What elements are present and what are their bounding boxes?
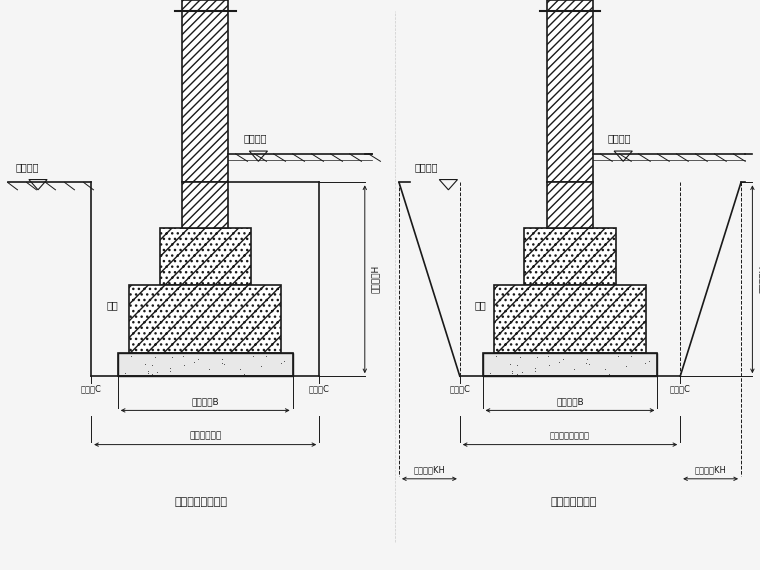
Bar: [182, 182, 228, 228]
Point: [192, 355, 204, 364]
Point: [531, 352, 543, 361]
Point: [514, 353, 526, 362]
Bar: [160, 228, 251, 285]
Point: [177, 351, 189, 360]
Text: 不放坡的基槽断面: 不放坡的基槽断面: [175, 496, 228, 507]
Point: [506, 367, 518, 376]
Point: [599, 364, 611, 373]
Point: [625, 351, 638, 360]
Point: [642, 357, 654, 366]
Point: [178, 360, 190, 369]
Point: [612, 352, 624, 361]
Point: [218, 360, 230, 369]
Bar: [494, 285, 646, 353]
Text: 工作面C: 工作面C: [449, 385, 470, 394]
Point: [603, 369, 615, 378]
Point: [277, 357, 290, 366]
Point: [188, 357, 200, 366]
Point: [141, 367, 154, 376]
Point: [529, 367, 541, 376]
Text: 基槽基底开挖宽度: 基槽基底开挖宽度: [550, 431, 590, 440]
Bar: [182, 0, 228, 182]
Bar: [118, 353, 293, 376]
Text: 开挖深度H: 开挖深度H: [371, 265, 380, 294]
Text: 工作面C: 工作面C: [670, 385, 691, 394]
Text: 室外地坪: 室外地坪: [414, 162, 438, 172]
Point: [581, 355, 593, 364]
Point: [216, 355, 228, 364]
Bar: [118, 353, 293, 376]
Point: [484, 368, 496, 377]
Bar: [483, 353, 657, 376]
Point: [516, 368, 528, 377]
Point: [151, 368, 163, 377]
Text: 室外地坪: 室外地坪: [15, 162, 39, 172]
Point: [639, 359, 651, 368]
Point: [139, 359, 151, 368]
Text: 工作面C: 工作面C: [309, 385, 330, 394]
Bar: [547, 0, 593, 182]
Point: [543, 360, 555, 369]
Text: 工作面C: 工作面C: [81, 385, 102, 394]
Bar: [483, 353, 657, 376]
Point: [506, 369, 518, 378]
Point: [504, 359, 516, 368]
Text: 放坡宽度KH: 放坡宽度KH: [695, 465, 727, 474]
Point: [216, 358, 228, 367]
Point: [511, 369, 523, 378]
Point: [146, 369, 158, 378]
Point: [203, 365, 215, 374]
Point: [119, 368, 131, 377]
Text: 室内地坪: 室内地坪: [608, 133, 632, 144]
Point: [542, 351, 554, 360]
Point: [141, 369, 154, 378]
Point: [529, 364, 541, 373]
Point: [568, 365, 580, 374]
Point: [166, 352, 179, 361]
Point: [553, 357, 565, 366]
Point: [581, 358, 593, 367]
Point: [238, 369, 250, 378]
Bar: [547, 182, 593, 228]
Point: [255, 361, 267, 370]
Point: [511, 360, 523, 369]
Point: [556, 355, 568, 364]
Point: [261, 351, 273, 360]
Text: 基槽开挖宽度: 基槽开挖宽度: [189, 431, 221, 440]
Point: [164, 367, 176, 376]
Point: [583, 360, 595, 369]
Point: [619, 361, 632, 370]
Point: [164, 364, 176, 373]
Bar: [524, 228, 616, 285]
Text: 开挖深度H: 开挖深度H: [758, 265, 760, 294]
Point: [274, 359, 287, 368]
Point: [149, 353, 161, 362]
Text: 放坡宽度KH: 放坡宽度KH: [413, 465, 445, 474]
Bar: [129, 285, 281, 353]
Text: 放坡的基槽断面: 放坡的基槽断面: [550, 496, 597, 507]
Text: 基础: 基础: [475, 300, 486, 311]
Text: 基础宽度B: 基础宽度B: [192, 397, 219, 406]
Text: 室内地坪: 室内地坪: [243, 133, 267, 144]
Text: 基础宽度B: 基础宽度B: [556, 397, 584, 406]
Point: [125, 352, 138, 361]
Point: [247, 352, 259, 361]
Point: [146, 360, 158, 369]
Point: [490, 352, 502, 361]
Point: [234, 364, 246, 373]
Text: 基础: 基础: [106, 300, 118, 311]
